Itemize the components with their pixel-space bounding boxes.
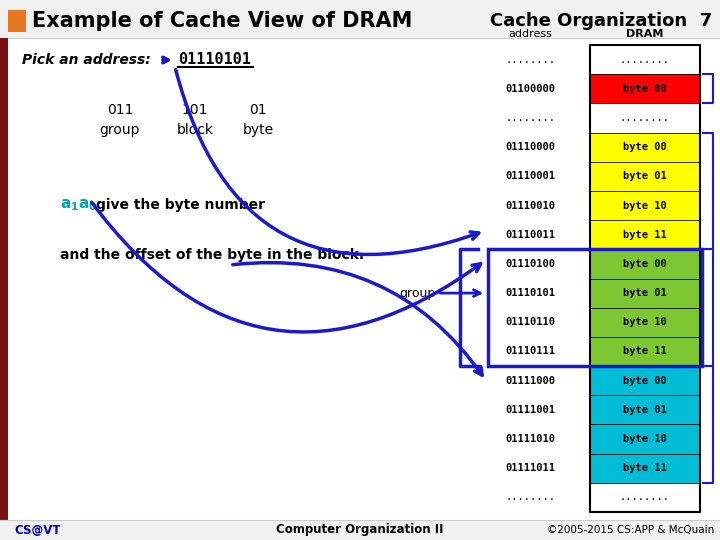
Bar [590,45,700,74]
Text: ........: ........ [620,55,670,65]
Bar [590,395,700,424]
Text: byte 11: byte 11 [623,463,667,473]
Text: byte 10: byte 10 [623,434,667,444]
Bar [590,45,700,512]
Text: ........: ........ [505,492,555,502]
Text: block 101: block 101 [719,286,720,330]
Text: 01110000: 01110000 [505,142,555,152]
Bar [590,191,700,220]
Bar [8,10,26,32]
Bar [590,424,700,454]
Bar [590,366,700,395]
Text: 01110011: 01110011 [505,230,555,240]
Text: byte 00: byte 00 [623,376,667,386]
Text: 01110111: 01110111 [505,347,555,356]
Text: 01100000: 01100000 [505,84,555,94]
Bar [590,454,700,483]
Text: byte 00: byte 00 [623,259,667,269]
Text: 01110110: 01110110 [505,318,555,327]
Text: Computer Organization II: Computer Organization II [276,523,444,537]
Text: byte 01: byte 01 [623,405,667,415]
Bar [0,38,8,520]
Text: Pick an address:: Pick an address: [22,53,150,67]
Bar [590,483,700,512]
FancyArrowPatch shape [233,262,482,375]
Text: group: group [399,287,435,300]
Text: byte 00: byte 00 [623,84,667,94]
Text: ........: ........ [505,113,555,123]
Bar [590,279,700,308]
Text: 01110010: 01110010 [505,200,555,211]
Text: byte 11: byte 11 [623,347,667,356]
Text: ©2005-2015 CS:APP & McQuain: ©2005-2015 CS:APP & McQuain [546,525,714,535]
Bar [590,103,700,132]
Text: 011: 011 [107,103,133,117]
Text: 01110100: 01110100 [505,259,555,269]
Text: 01111001: 01111001 [505,405,555,415]
Text: and the offset of the byte in the block.: and the offset of the byte in the block. [60,248,364,262]
Text: give the byte number: give the byte number [96,198,265,212]
Text: 101: 101 [181,103,208,117]
Text: byte 11: byte 11 [623,230,667,240]
Bar [590,220,700,249]
Text: CS@VT: CS@VT [14,523,60,537]
Text: Cache Organization  7: Cache Organization 7 [490,12,712,30]
Text: byte 10: byte 10 [623,318,667,327]
Text: group: group [100,123,140,137]
Text: 01: 01 [249,103,267,117]
Text: block 100: block 100 [719,169,720,213]
Text: ........: ........ [620,492,670,502]
Text: 01110101: 01110101 [505,288,555,298]
FancyArrowPatch shape [91,202,481,332]
Text: byte 00: byte 00 [623,142,667,152]
Bar [590,162,700,191]
Bar [590,308,700,337]
Text: byte: byte [243,123,274,137]
FancyArrowPatch shape [176,70,479,254]
Bar [8,38,720,520]
Bar [590,337,700,366]
Text: ........: ........ [505,55,555,65]
Text: 01110001: 01110001 [505,171,555,181]
Bar [590,74,700,103]
Text: 01110101: 01110101 [178,52,251,68]
Text: block 110: block 110 [719,402,720,447]
Text: address: address [508,29,552,39]
Text: byte 10: byte 10 [623,200,667,211]
Text: ........: ........ [620,113,670,123]
Text: 01111010: 01111010 [505,434,555,444]
Text: 01111000: 01111000 [505,376,555,386]
Text: $\mathbf{a_1}\mathbf{a_0}$: $\mathbf{a_1}\mathbf{a_0}$ [60,197,98,213]
Text: Example of Cache View of DRAM: Example of Cache View of DRAM [32,11,413,31]
Text: 01111011: 01111011 [505,463,555,473]
FancyArrowPatch shape [440,290,480,296]
Text: block 000: block 000 [719,66,720,111]
Text: byte 01: byte 01 [623,171,667,181]
Text: DRAM: DRAM [626,29,664,39]
Bar [590,132,700,162]
Text: byte 01: byte 01 [623,288,667,298]
Bar [488,249,702,366]
Text: block: block [176,123,214,137]
Bar [590,249,700,279]
